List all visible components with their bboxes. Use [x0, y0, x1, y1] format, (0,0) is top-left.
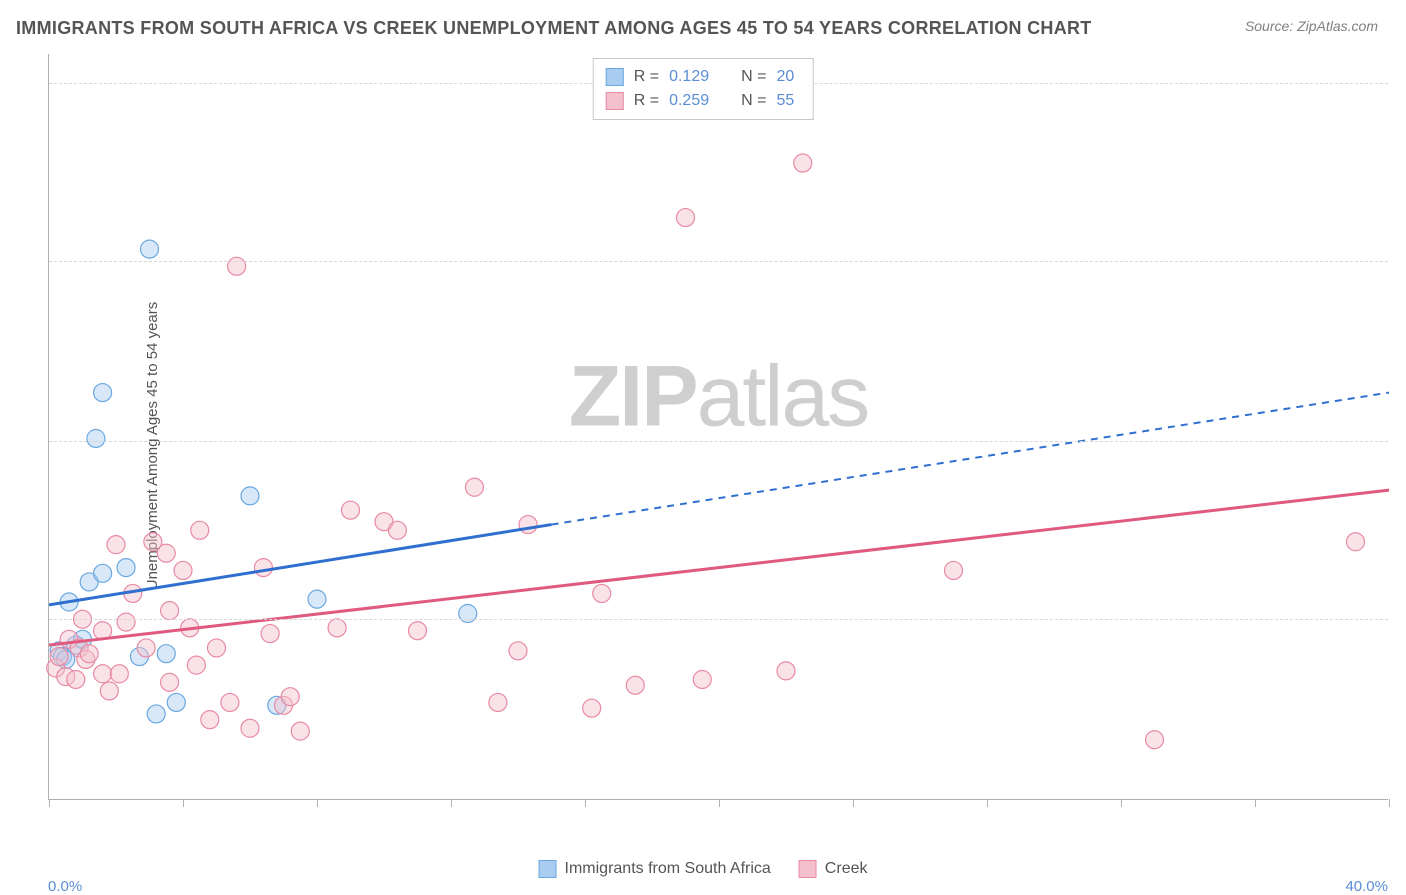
scatter-point	[147, 705, 165, 723]
scatter-point	[174, 561, 192, 579]
scatter-point	[110, 665, 128, 683]
x-tick	[317, 799, 318, 807]
r-label: R =	[634, 89, 659, 113]
scatter-point	[117, 559, 135, 577]
scatter-point	[208, 639, 226, 657]
grid-line	[49, 619, 1388, 620]
x-tick	[987, 799, 988, 807]
r-value: 0.259	[669, 89, 709, 113]
trend-line	[49, 490, 1389, 645]
scatter-point	[583, 699, 601, 717]
scatter-point	[794, 154, 812, 172]
legend-swatch	[799, 860, 817, 878]
scatter-point	[167, 693, 185, 711]
n-value: 20	[776, 65, 794, 89]
chart-title: IMMIGRANTS FROM SOUTH AFRICA VS CREEK UN…	[16, 18, 1092, 39]
scatter-point	[489, 693, 507, 711]
scatter-point	[117, 613, 135, 631]
series-legend: Immigrants from South Africa Creek	[539, 860, 868, 878]
x-axis-min: 0.0%	[48, 878, 82, 895]
x-tick	[183, 799, 184, 807]
scatter-point	[94, 384, 112, 402]
legend-item: Immigrants from South Africa	[539, 860, 771, 878]
x-tick	[585, 799, 586, 807]
scatter-point	[80, 645, 98, 663]
scatter-point	[519, 516, 537, 534]
scatter-point	[94, 665, 112, 683]
scatter-point	[157, 544, 175, 562]
grid-line	[49, 441, 1388, 442]
x-tick	[1121, 799, 1122, 807]
x-tick	[451, 799, 452, 807]
scatter-point	[87, 429, 105, 447]
stats-row: R = 0.129 N = 20	[606, 65, 795, 89]
x-tick	[49, 799, 50, 807]
legend-swatch	[606, 92, 624, 110]
r-label: R =	[634, 65, 659, 89]
scatter-point	[50, 648, 68, 666]
scatter-point	[187, 656, 205, 674]
x-tick	[853, 799, 854, 807]
scatter-point	[141, 240, 159, 258]
scatter-point	[157, 645, 175, 663]
scatter-point	[308, 590, 326, 608]
scatter-point	[1347, 533, 1365, 551]
legend-swatch	[606, 68, 624, 86]
scatter-point	[677, 209, 695, 227]
chart-plot-area: ZIPatlas 6.3%12.5%18.8%25.0%	[48, 54, 1388, 800]
scatter-point	[161, 602, 179, 620]
scatter-point	[777, 662, 795, 680]
legend-swatch	[539, 860, 557, 878]
legend-item: Creek	[799, 860, 868, 878]
scatter-svg	[49, 54, 1388, 799]
scatter-point	[254, 559, 272, 577]
r-value: 0.129	[669, 65, 709, 89]
scatter-point	[388, 521, 406, 539]
scatter-point	[281, 688, 299, 706]
scatter-point	[945, 561, 963, 579]
scatter-point	[693, 670, 711, 688]
scatter-point	[107, 536, 125, 554]
scatter-point	[161, 673, 179, 691]
scatter-point	[67, 670, 85, 688]
scatter-point	[241, 719, 259, 737]
scatter-point	[137, 639, 155, 657]
scatter-point	[221, 693, 239, 711]
scatter-point	[593, 584, 611, 602]
legend-label: Immigrants from South Africa	[565, 860, 771, 878]
scatter-point	[342, 501, 360, 519]
scatter-point	[94, 564, 112, 582]
scatter-point	[191, 521, 209, 539]
grid-line	[49, 261, 1388, 262]
x-tick	[1389, 799, 1390, 807]
n-label: N =	[741, 89, 766, 113]
scatter-point	[201, 711, 219, 729]
scatter-point	[409, 622, 427, 640]
x-tick	[719, 799, 720, 807]
scatter-point	[626, 676, 644, 694]
scatter-point	[241, 487, 259, 505]
legend-label: Creek	[825, 860, 868, 878]
source-attribution: Source: ZipAtlas.com	[1245, 18, 1378, 34]
n-value: 55	[776, 89, 794, 113]
scatter-point	[1146, 731, 1164, 749]
scatter-point	[509, 642, 527, 660]
stats-row: R = 0.259 N = 55	[606, 89, 795, 113]
scatter-point	[465, 478, 483, 496]
correlation-stats-box: R = 0.129 N = 20 R = 0.259 N = 55	[593, 58, 814, 120]
x-tick	[1255, 799, 1256, 807]
scatter-point	[261, 625, 279, 643]
scatter-point	[291, 722, 309, 740]
scatter-point	[100, 682, 118, 700]
scatter-point	[328, 619, 346, 637]
x-axis-max: 40.0%	[1345, 878, 1388, 895]
n-label: N =	[741, 65, 766, 89]
